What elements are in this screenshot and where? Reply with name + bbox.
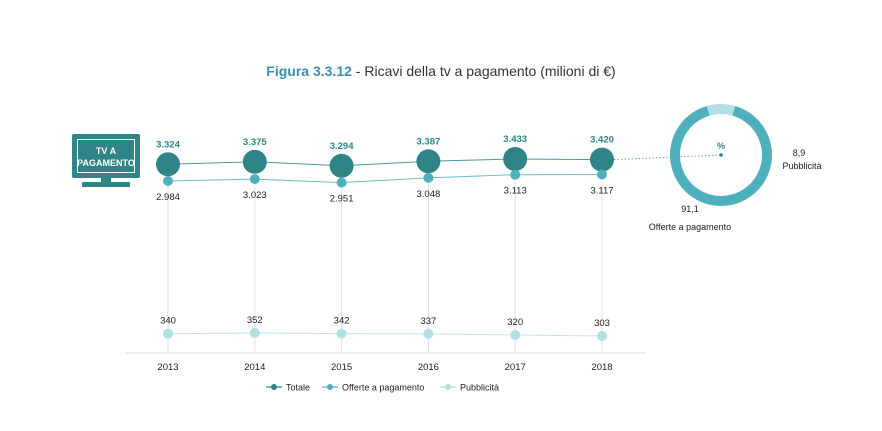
- tv-icon: TV A PAGAMENTO: [72, 134, 140, 187]
- point-totale-2013: [156, 152, 180, 177]
- legend-label-offerte: Offerte a pagamento: [342, 383, 424, 393]
- pie-center-dot: [719, 153, 723, 157]
- pie-chart: % 91,1 Offerte a pagamento 8,9 Pubblicità: [649, 104, 822, 232]
- pie-center-label: %: [717, 141, 725, 151]
- point-offerte-2014: [249, 174, 260, 185]
- legend-marker-totale: [271, 384, 277, 390]
- series-layer: 3.324 3.375 3.294 3.387 3.433 3.420 2.984 3.023…: [156, 134, 614, 341]
- pie-connector: [613, 154, 722, 161]
- point-totale-2018: [590, 147, 614, 172]
- point-totale-2016: [416, 149, 441, 174]
- pie-slice-offerte: [670, 105, 772, 206]
- figure-number: Figura 3.3.12: [266, 63, 352, 79]
- point-totale-2015: [329, 153, 354, 178]
- data-label-offerte-2015: 2.951: [330, 194, 354, 205]
- data-label-totale-2014: 3.375: [243, 137, 267, 148]
- connector-line: [613, 154, 722, 161]
- data-label-offerte-2014: 3.023: [243, 190, 267, 201]
- pie-value-offerte: 91,1: [681, 204, 699, 214]
- point-pubblicita-2013: [163, 328, 173, 339]
- line-totale: [167, 158, 603, 167]
- pie-name-pubblicita: Pubblicità: [782, 161, 821, 171]
- vertical-guides: [167, 182, 603, 353]
- data-label-totale-2017: 3.433: [503, 134, 527, 145]
- data-label-totale-2015: 3.294: [330, 141, 354, 152]
- title-separator: -: [352, 63, 364, 79]
- legend-item-offerte: Offerte a pagamento: [322, 383, 424, 393]
- data-label-pubblicita-2014: 352: [247, 315, 263, 326]
- x-tick-labels: 2013 2014 2015 2016 2017 2018: [157, 362, 612, 373]
- point-pubblicita-2016: [423, 328, 434, 339]
- legend-marker-offerte: [327, 384, 333, 390]
- point-pubblicita-2017: [510, 330, 521, 340]
- x-tick-2013: 2013: [157, 362, 178, 373]
- x-tick-2017: 2017: [505, 362, 526, 373]
- point-offerte-2018: [597, 169, 607, 180]
- data-label-offerte-2017: 3.113: [504, 186, 527, 197]
- line-pubblicita: [167, 332, 603, 337]
- point-offerte-2016: [423, 172, 434, 183]
- data-label-offerte-2016: 3.048: [417, 189, 441, 200]
- point-totale-2017: [503, 147, 528, 171]
- x-tick-2016: 2016: [418, 362, 439, 373]
- legend: Totale Offerte a pagamento Pubblicità: [266, 383, 499, 393]
- data-label-pubblicita-2015: 342: [334, 316, 350, 327]
- point-offerte-2013: [163, 176, 173, 186]
- legend-label-pubblicita: Pubblicità: [460, 383, 499, 393]
- data-label-pubblicita-2013: 340: [160, 316, 176, 327]
- data-label-offerte-2013: 2.984: [156, 192, 180, 203]
- point-offerte-2017: [510, 169, 521, 180]
- point-offerte-2015: [336, 177, 347, 188]
- x-tick-2014: 2014: [244, 362, 265, 373]
- title-text: Ricavi della tv a pagamento (milioni di …: [364, 63, 615, 79]
- data-label-totale-2016: 3.387: [417, 136, 441, 147]
- point-pubblicita-2015: [336, 328, 347, 339]
- chart-title: Figura 3.3.12 - Ricavi della tv a pagame…: [266, 63, 615, 79]
- pie-name-offerte: Offerte a pagamento: [649, 222, 731, 232]
- data-label-pubblicita-2017: 320: [507, 317, 523, 328]
- data-label-pubblicita-2018: 303: [594, 318, 610, 329]
- point-pubblicita-2018: [597, 331, 607, 341]
- point-pubblicita-2014: [249, 328, 260, 338]
- tv-label-line2: PAGAMENTO: [77, 158, 135, 168]
- line-offerte: [167, 174, 603, 184]
- legend-marker-pubblicita: [445, 384, 451, 390]
- legend-item-totale: Totale: [266, 383, 310, 393]
- point-totale-2014: [242, 149, 267, 174]
- data-label-totale-2013: 3.324: [156, 139, 180, 150]
- pie-value-pubblicita: 8,9: [793, 148, 806, 158]
- data-label-totale-2018: 3.420: [590, 135, 614, 146]
- pie-slice-pubblicita: [706, 104, 736, 116]
- data-label-offerte-2018: 3.117: [590, 186, 613, 197]
- x-tick-2018: 2018: [591, 362, 612, 373]
- legend-label-totale: Totale: [286, 383, 310, 393]
- x-tick-2015: 2015: [331, 362, 352, 373]
- tv-label-line1: TV A: [96, 146, 117, 156]
- data-label-pubblicita-2016: 337: [420, 316, 436, 327]
- legend-item-pubblicita: Pubblicità: [440, 383, 499, 393]
